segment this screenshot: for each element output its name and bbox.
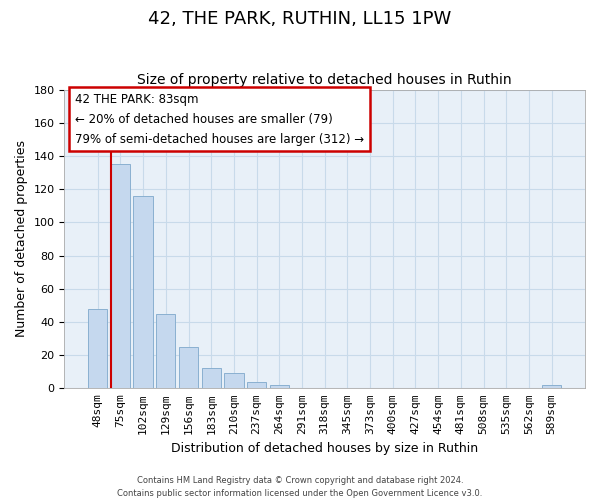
Bar bbox=[179, 347, 198, 389]
Text: 42, THE PARK, RUTHIN, LL15 1PW: 42, THE PARK, RUTHIN, LL15 1PW bbox=[148, 10, 452, 28]
Bar bbox=[542, 385, 562, 388]
Bar bbox=[269, 385, 289, 388]
Text: 42 THE PARK: 83sqm
← 20% of detached houses are smaller (79)
79% of semi-detache: 42 THE PARK: 83sqm ← 20% of detached hou… bbox=[75, 92, 364, 146]
Y-axis label: Number of detached properties: Number of detached properties bbox=[15, 140, 28, 338]
Bar bbox=[111, 164, 130, 388]
Text: Contains HM Land Registry data © Crown copyright and database right 2024.
Contai: Contains HM Land Registry data © Crown c… bbox=[118, 476, 482, 498]
Title: Size of property relative to detached houses in Ruthin: Size of property relative to detached ho… bbox=[137, 73, 512, 87]
X-axis label: Distribution of detached houses by size in Ruthin: Distribution of detached houses by size … bbox=[171, 442, 478, 455]
Bar bbox=[247, 382, 266, 388]
Bar bbox=[133, 196, 153, 388]
Bar bbox=[156, 314, 175, 388]
Bar bbox=[224, 374, 244, 388]
Bar bbox=[202, 368, 221, 388]
Bar bbox=[88, 308, 107, 388]
